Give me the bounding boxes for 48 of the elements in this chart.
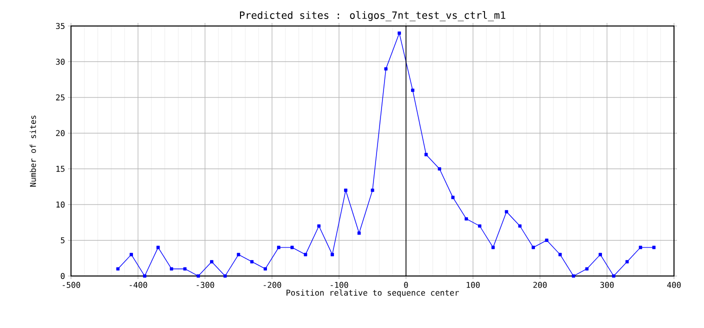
point [370, 188, 374, 192]
y-tick-label: 30 [56, 58, 65, 65]
point [384, 67, 388, 70]
x-tick-label: -100 [330, 282, 348, 288]
point [330, 252, 334, 256]
point [344, 188, 348, 192]
point [585, 267, 589, 270]
point [398, 32, 401, 35]
point [130, 252, 133, 256]
point [532, 246, 535, 250]
x-tick-label: -300 [196, 282, 214, 288]
point [411, 88, 414, 92]
point [357, 232, 361, 235]
y-tick-label: 20 [56, 130, 65, 136]
point [183, 267, 187, 270]
y-tick-label: 10 [56, 202, 65, 208]
point [170, 267, 174, 270]
point [438, 167, 442, 170]
point [504, 210, 508, 214]
point [210, 260, 214, 264]
x-tick-label: 100 [466, 282, 480, 288]
y-tick-label: 0 [60, 272, 65, 280]
x-tick-label: 300 [600, 282, 614, 288]
y-axis-title: Number of sites [30, 116, 36, 187]
y-tick-label: 35 [56, 22, 64, 30]
y-tick-label: 15 [56, 166, 64, 172]
x-tick-label: -500 [62, 282, 80, 288]
point [612, 274, 616, 278]
x-tick-label: 200 [533, 282, 547, 288]
point [196, 274, 200, 278]
x-tick-label: -400 [130, 282, 148, 288]
x-axis-title: Position relative to sequence center [286, 289, 459, 298]
point [625, 260, 629, 264]
x-tick-label: -200 [264, 282, 282, 288]
point [478, 224, 482, 228]
point [264, 267, 267, 270]
chart-title: Predicted sites : oligos_7nt_test_vs_ctrl_m1 [240, 11, 506, 22]
point [545, 238, 548, 242]
point [464, 217, 468, 220]
x-tick-label: 400 [667, 282, 681, 288]
point [277, 246, 280, 250]
point [250, 260, 254, 264]
y-tick-label: 5 [60, 237, 64, 244]
point [598, 252, 602, 256]
y-tick-label: 25 [56, 94, 64, 100]
x-tick-label: 0 [404, 282, 408, 288]
point [116, 267, 120, 270]
point [143, 274, 146, 278]
